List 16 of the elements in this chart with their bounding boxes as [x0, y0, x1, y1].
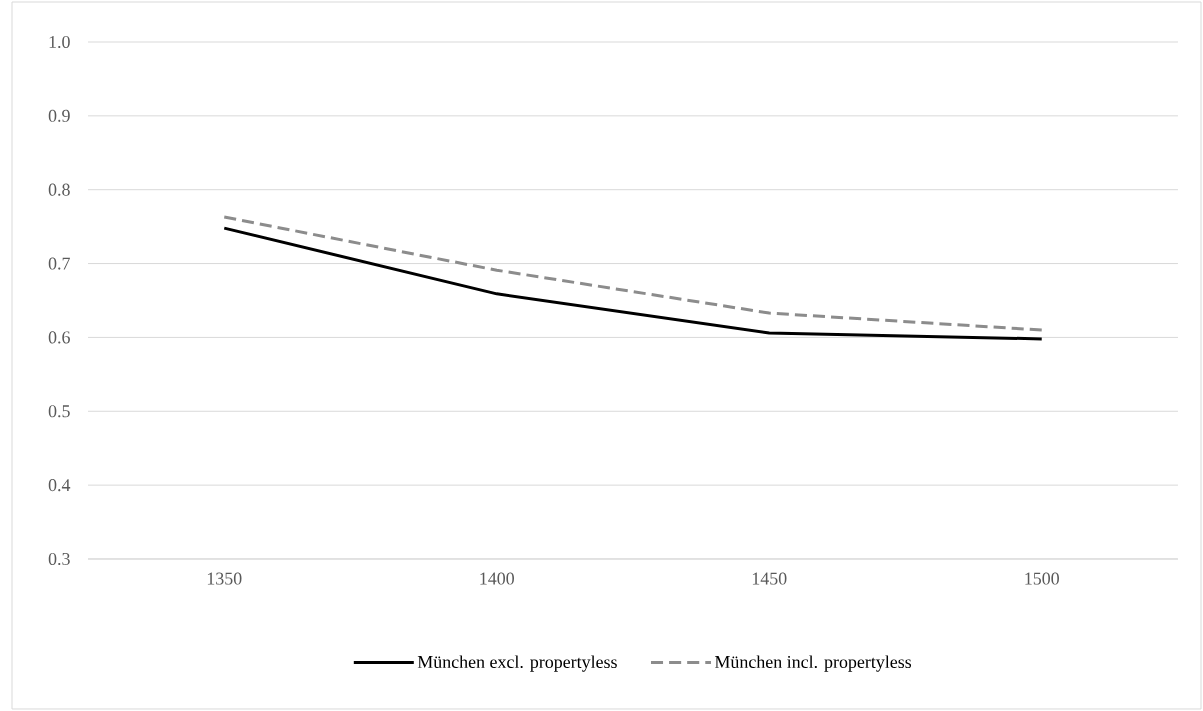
- line-series: [222, 215, 1044, 332]
- y-tick-label: 0.4: [48, 479, 71, 492]
- x-tick-label: 1350: [207, 572, 242, 585]
- y-tick-label: 0.7: [48, 257, 70, 270]
- y-tick-label: 0.9: [48, 109, 70, 122]
- y-tick-label: 0.6: [48, 331, 70, 344]
- line-series: [222, 226, 1044, 341]
- y-tick-label: 0.5: [48, 405, 70, 418]
- x-tick-label: 1500: [1025, 572, 1059, 585]
- y-tick-label: 0.8: [48, 183, 70, 196]
- y-tick-label: 1.0: [49, 35, 70, 49]
- legend-label: München incl. propertyless: [714, 655, 912, 672]
- legend-label: München excl. propertyless: [417, 655, 617, 672]
- x-tick-label: 1450: [752, 572, 787, 585]
- x-tick-label: 1400: [480, 572, 514, 585]
- y-tick-label: 0.3: [48, 552, 70, 566]
